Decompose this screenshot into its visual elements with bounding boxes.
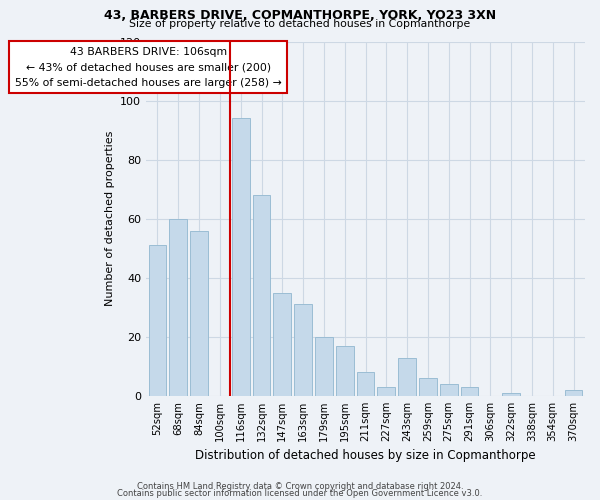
Bar <box>294 304 312 396</box>
Bar <box>461 387 478 396</box>
Text: 43 BARBERS DRIVE: 106sqm
← 43% of detached houses are smaller (200)
55% of semi-: 43 BARBERS DRIVE: 106sqm ← 43% of detach… <box>15 47 281 88</box>
Bar <box>356 372 374 396</box>
Bar <box>336 346 353 396</box>
Bar <box>440 384 458 396</box>
Text: 43, BARBERS DRIVE, COPMANTHORPE, YORK, YO23 3XN: 43, BARBERS DRIVE, COPMANTHORPE, YORK, Y… <box>104 9 496 22</box>
Bar <box>565 390 583 396</box>
Bar <box>149 246 166 396</box>
Y-axis label: Number of detached properties: Number of detached properties <box>104 131 115 306</box>
Text: Contains HM Land Registry data © Crown copyright and database right 2024.: Contains HM Land Registry data © Crown c… <box>137 482 463 491</box>
Bar <box>232 118 250 396</box>
Bar <box>274 292 291 396</box>
Bar <box>190 230 208 396</box>
Bar <box>398 358 416 396</box>
Text: Size of property relative to detached houses in Copmanthorpe: Size of property relative to detached ho… <box>130 19 470 29</box>
Bar <box>377 387 395 396</box>
Bar <box>253 195 271 396</box>
Bar <box>419 378 437 396</box>
X-axis label: Distribution of detached houses by size in Copmanthorpe: Distribution of detached houses by size … <box>195 450 536 462</box>
Bar <box>502 393 520 396</box>
Text: Contains public sector information licensed under the Open Government Licence v3: Contains public sector information licen… <box>118 488 482 498</box>
Bar <box>169 218 187 396</box>
Bar <box>315 337 333 396</box>
